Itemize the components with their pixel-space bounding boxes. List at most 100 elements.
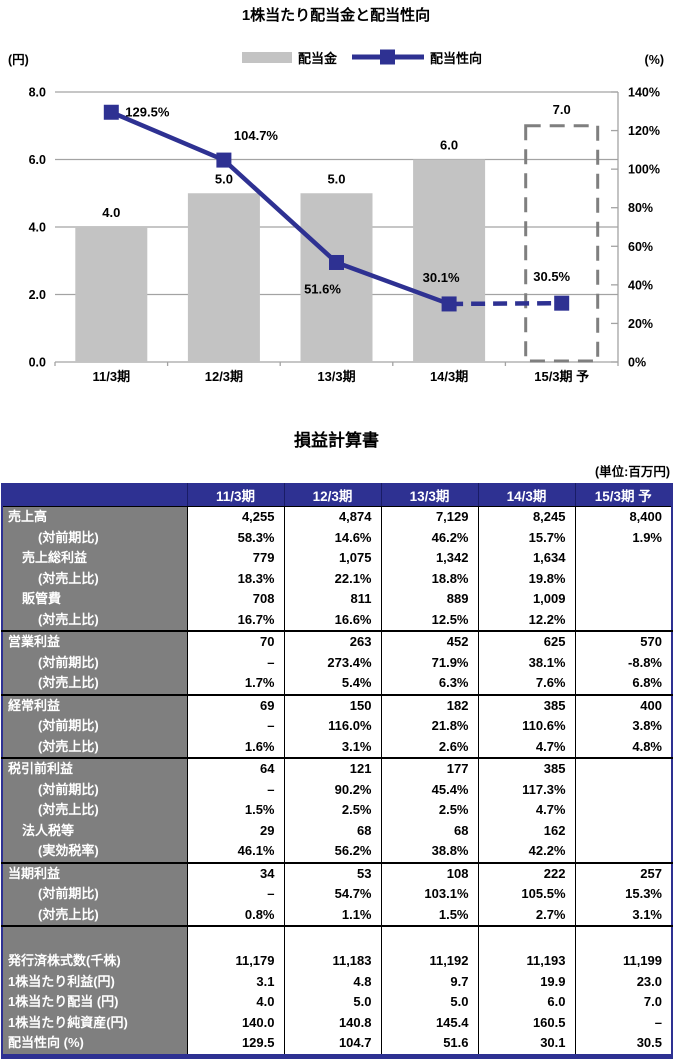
table-row: 法人税等 29 68 68 162 bbox=[2, 820, 672, 841]
left-axis-tick-label: 8.0 bbox=[29, 86, 46, 100]
table-row: (対前期比) –90.2% 45.4% 117.3% bbox=[2, 779, 672, 800]
cell-value: 5.4% bbox=[283, 673, 381, 695]
bar-value-label: 6.0 bbox=[440, 138, 458, 153]
table-row: 販管費 708 811 889 1,009 bbox=[2, 589, 672, 610]
dividend-bar bbox=[300, 193, 373, 362]
line-marker bbox=[441, 296, 457, 312]
table-row: (対前期比) –54.7% 103.1% 105.5% 15.3% bbox=[2, 884, 672, 905]
x-axis-label: 13/3期 bbox=[317, 369, 355, 384]
cell-value: 45.4% bbox=[380, 779, 478, 800]
row-label: (対売上比) bbox=[2, 673, 187, 695]
cell-value: – bbox=[574, 1012, 672, 1033]
unit-note: (単位:百万円) bbox=[595, 465, 670, 479]
cell-value: 811 bbox=[283, 589, 381, 610]
x-axis-label: 11/3期 bbox=[93, 369, 131, 384]
cell-value: 103.1% bbox=[380, 884, 478, 905]
cell-value: 46.2% bbox=[380, 527, 478, 548]
cell-value: 2.7% bbox=[477, 904, 575, 926]
row-label: (対売上比) bbox=[2, 904, 187, 926]
cell-value: 42.2% bbox=[477, 841, 575, 863]
table-row: 当期利益 34 53 108 222 257 bbox=[2, 861, 672, 884]
cell-value: 4,255 bbox=[186, 506, 284, 528]
cell-value: 23.0 bbox=[574, 971, 672, 992]
table-row: 1株当たり利益(円) 3.1 4.8 9.7 19.9 23.0 bbox=[2, 971, 672, 992]
table-row: (対売上比) 1.5% 2.5% 2.5% 4.7% bbox=[2, 800, 672, 821]
cell-value: – bbox=[186, 716, 284, 737]
income-table-body: 売上高 4,255 4,874 7,129 8,245 8,400 (対前期比) 58.3% 1… bbox=[2, 506, 672, 1056]
table-row: 営業利益 70 263 452 625 570 bbox=[2, 630, 672, 653]
cell-value: 145.4 bbox=[380, 1012, 478, 1033]
cell-value bbox=[574, 548, 672, 569]
legend-payout-marker bbox=[380, 49, 395, 65]
cell-value: 1.5% bbox=[380, 904, 478, 926]
header-col: 11/3期 bbox=[186, 483, 284, 507]
left-axis-tick-label: 0.0 bbox=[29, 356, 46, 370]
cell-value: 263 bbox=[283, 630, 381, 653]
cell-value: 3.1 bbox=[186, 971, 284, 992]
cell-value: 38.8% bbox=[380, 841, 478, 863]
cell-value: 0.8% bbox=[186, 904, 284, 926]
right-axis-tick-label: 100% bbox=[628, 163, 660, 177]
row-label: 発行済株式数(千株) bbox=[2, 951, 187, 972]
cell-value: 222 bbox=[477, 861, 575, 884]
cell-value: 7,129 bbox=[380, 506, 478, 528]
cell-value bbox=[477, 925, 575, 951]
cell-value: 58.3% bbox=[186, 527, 284, 548]
row-label: 税引前利益 bbox=[2, 757, 187, 780]
table-row: (対売上比) 18.3% 22.1% 18.8% 19.8% bbox=[2, 568, 672, 589]
payout-value-label: 51.6% bbox=[304, 281, 341, 296]
chart-canvas: 4.0 5.0 5.0 6.0 7.0 129.5% 104.7% 51.6% 30.1% 30.… bbox=[8, 6, 664, 384]
cell-value: 1,075 bbox=[283, 548, 381, 569]
cell-value: 1.6% bbox=[186, 736, 284, 758]
table-row: (対前期比) –116.0% 21.8% 110.6% 3.8% bbox=[2, 716, 672, 737]
cell-value: 273.4% bbox=[283, 652, 381, 673]
cell-value: 6.8% bbox=[574, 673, 672, 695]
income-statement-table: 11/3期 12/3期 13/3期 14/3期 15/3期 予 売上高 4,255… bbox=[1, 483, 673, 1059]
legend-dividend-label: 配当金 bbox=[298, 51, 338, 66]
cell-value bbox=[574, 757, 672, 780]
payout-value-label: 129.5% bbox=[125, 104, 170, 119]
cell-value: 7.0 bbox=[574, 992, 672, 1013]
cell-value: 4.7% bbox=[477, 736, 575, 758]
cell-value: 38.1% bbox=[477, 652, 575, 673]
row-label: (対前期比) bbox=[2, 716, 187, 737]
row-label: (対前期比) bbox=[2, 652, 187, 673]
dividend-bar bbox=[187, 193, 260, 362]
cell-value: 14.6% bbox=[283, 527, 381, 548]
right-axis-tick-label: 0% bbox=[628, 356, 646, 370]
cell-value: – bbox=[186, 884, 284, 905]
right-axis-tick-label: 40% bbox=[628, 278, 653, 292]
cell-value: 11,193 bbox=[477, 951, 575, 972]
cell-value: 2.5% bbox=[380, 800, 478, 821]
cell-value: 452 bbox=[380, 630, 478, 653]
cell-value: 121 bbox=[283, 757, 381, 780]
cell-value: 12.2% bbox=[477, 609, 575, 631]
row-label: 販管費 bbox=[2, 589, 187, 610]
table-row: 1株当たり配当 (円) 4.0 5.0 5.0 6.0 7.0 bbox=[2, 992, 672, 1013]
left-axis-tick-label: 2.0 bbox=[29, 288, 46, 302]
cell-value: 3.8% bbox=[574, 716, 672, 737]
line-marker bbox=[216, 152, 232, 168]
bar-value-label: 5.0 bbox=[215, 171, 233, 186]
header-col: 14/3期 bbox=[477, 483, 575, 507]
cell-value bbox=[574, 820, 672, 841]
cell-value: 2.5% bbox=[283, 800, 381, 821]
bar-value-label: 5.0 bbox=[327, 171, 345, 186]
cell-value: 68 bbox=[380, 820, 478, 841]
table-header-row: 11/3期 12/3期 13/3期 14/3期 15/3期 予 bbox=[2, 483, 672, 507]
left-axis-tick-label: 6.0 bbox=[29, 153, 46, 167]
cell-value: 4,874 bbox=[283, 506, 381, 528]
forecast-bar bbox=[524, 124, 600, 363]
cell-value: 257 bbox=[574, 861, 672, 884]
chart-title: 1株当たり配当金と配当性向 bbox=[242, 6, 430, 24]
cell-value: 162 bbox=[477, 820, 575, 841]
cell-value: 779 bbox=[186, 548, 284, 569]
cell-value: 6.3% bbox=[380, 673, 478, 695]
row-label: 当期利益 bbox=[2, 861, 187, 884]
bar-value-label: 7.0 bbox=[553, 102, 571, 117]
cell-value: – bbox=[186, 779, 284, 800]
cell-value: 11,199 bbox=[574, 951, 672, 972]
cell-value: – bbox=[186, 652, 284, 673]
cell-value bbox=[574, 800, 672, 821]
cell-value: 625 bbox=[477, 630, 575, 653]
